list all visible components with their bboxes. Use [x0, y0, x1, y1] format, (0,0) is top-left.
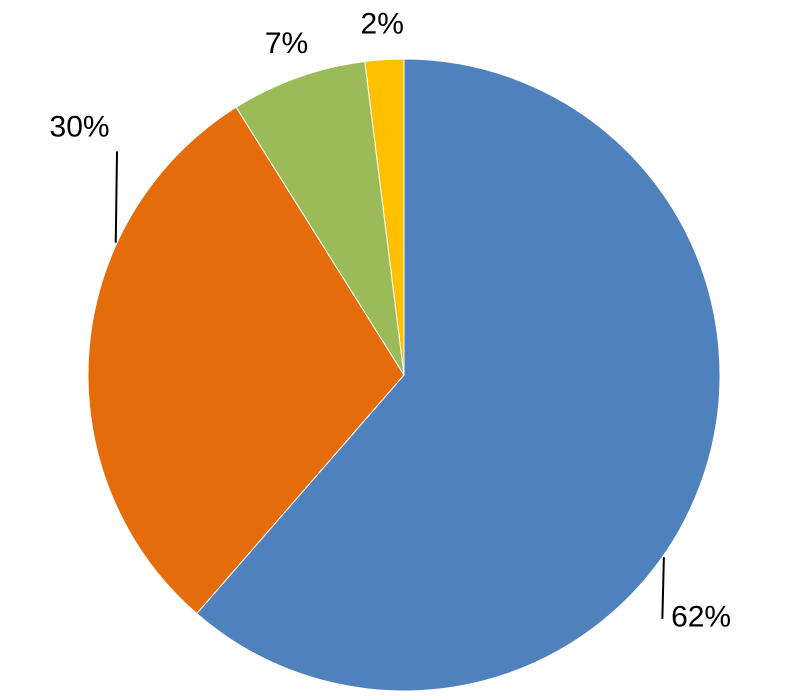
pie-slice — [364, 58, 405, 376]
pie-slice — [196, 58, 721, 692]
leader-line — [114, 151, 119, 243]
data-label: 2% — [361, 8, 404, 41]
data-label: 62% — [671, 600, 731, 633]
data-label: 30% — [50, 111, 110, 144]
pie-slice — [87, 106, 405, 615]
pie-slice — [235, 60, 405, 376]
data-label: 7% — [265, 27, 308, 60]
leader-line — [661, 557, 665, 619]
